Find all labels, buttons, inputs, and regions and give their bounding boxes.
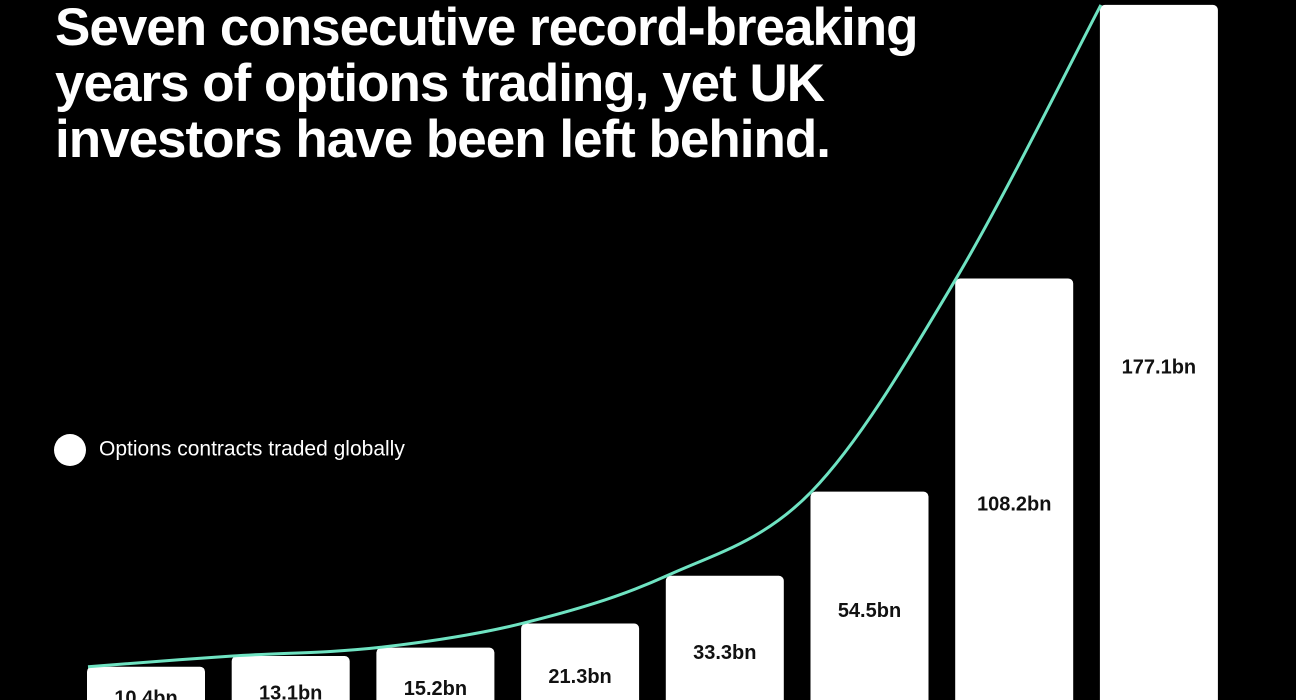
bar	[1099, 4, 1218, 700]
legend-label: Options contracts traded globally	[99, 438, 405, 461]
value-label: 15.2bn	[404, 678, 467, 700]
bar	[231, 655, 350, 700]
value-label: 54.5bn	[838, 600, 901, 622]
bar	[376, 647, 495, 700]
value-label: 33.3bn	[693, 642, 756, 664]
value-label: 13.1bn	[259, 682, 322, 700]
chart-title: Seven consecutive record-breaking years …	[55, 0, 918, 169]
bar	[955, 278, 1074, 700]
legend-marker	[54, 434, 86, 466]
bar	[521, 623, 640, 700]
value-label: 108.2bn	[977, 494, 1051, 516]
bar	[87, 666, 205, 700]
trend-line	[87, 4, 1103, 669]
value-label: 21.3bn	[548, 666, 611, 688]
value-label: 10.4bn	[114, 688, 177, 700]
bar	[665, 575, 784, 700]
value-label: 177.1bn	[1122, 357, 1196, 379]
bar	[810, 491, 929, 700]
